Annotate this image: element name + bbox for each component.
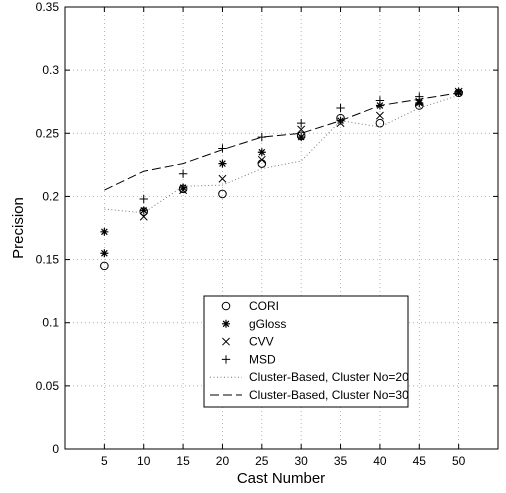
legend-marker: [222, 337, 230, 346]
data-point: [454, 87, 463, 96]
series-cluster-based-cluster-no-20: [104, 94, 459, 214]
data-point: [218, 174, 227, 183]
legend-marker: [221, 355, 231, 364]
legend-label: MSD: [249, 352, 276, 366]
data-point: [139, 212, 148, 221]
data-point: [336, 119, 345, 128]
data-point: [139, 194, 148, 204]
data-point: [100, 249, 109, 258]
series-msd: [139, 87, 463, 204]
data-point: [100, 227, 109, 236]
data-point: [375, 96, 385, 105]
x-axis-label: Cast Number: [237, 470, 325, 487]
series-cluster-based-cluster-no-30: [104, 92, 459, 191]
legend-label: CVV: [249, 335, 274, 349]
data-point: [257, 155, 266, 164]
ticks-layer: 5 10 15 20 25 30 35 40 45 50 0 0.05 0.1 0.15 0.2 0.25 0.…: [36, 0, 498, 468]
x-tick-label: 10: [137, 454, 151, 468]
x-tick-label: 20: [216, 454, 230, 468]
x-tick-label: 45: [413, 454, 427, 468]
legend-item: CVV: [222, 335, 274, 349]
data-point: [100, 261, 109, 271]
data-point: [297, 125, 306, 134]
x-tick-label: 50: [452, 454, 466, 468]
y-axis-label: Precision: [10, 197, 27, 259]
y-tick-label: 0.2: [42, 189, 59, 203]
y-tick-label: 0.25: [36, 126, 60, 140]
legend-item: Cluster-Based, Cluster No=30: [210, 388, 409, 402]
legend-box: [203, 295, 409, 408]
legend: CORI gGloss CVV MSD Cluster-Based, Cluster N…: [203, 295, 409, 408]
x-tick-label: 15: [176, 454, 190, 468]
series-line: [104, 94, 459, 214]
legend-label: gGloss: [249, 317, 286, 331]
y-tick-label: 0.3: [42, 63, 59, 77]
y-tick-label: 0.15: [36, 253, 60, 267]
x-tick-label: 30: [295, 454, 309, 468]
plot-frame: [64, 6, 499, 450]
legend-label: Cluster-Based, Cluster No=30: [249, 388, 409, 402]
data-point: [218, 189, 227, 199]
data-point: [218, 144, 227, 153]
legend-label: CORI: [249, 299, 279, 313]
x-tick-label: 25: [255, 454, 269, 468]
y-tick-label: 0: [52, 442, 59, 456]
data-point: [257, 148, 266, 157]
series-layer: [100, 87, 463, 271]
data-point: [218, 159, 227, 168]
data-point: [415, 98, 424, 107]
y-tick-label: 0.05: [36, 379, 60, 393]
data-point: [336, 103, 345, 113]
x-tick-label: 35: [334, 454, 348, 468]
legend-item: gGloss: [222, 317, 286, 331]
y-tick-label: 0.35: [36, 0, 60, 14]
legend-marker: [222, 319, 230, 328]
x-tick-label: 5: [101, 454, 108, 468]
series-ggloss: [100, 88, 463, 236]
legend-item: MSD: [221, 352, 276, 366]
legend-label: Cluster-Based, Cluster No=20: [249, 370, 409, 384]
data-point: [375, 111, 384, 120]
x-tick-label: 40: [373, 454, 387, 468]
data-point: [297, 133, 306, 142]
series-cori: [100, 88, 463, 271]
series-line: [104, 92, 459, 191]
y-tick-label: 0.1: [42, 316, 59, 330]
data-point: [139, 206, 148, 215]
legend-item: Cluster-Based, Cluster No=20: [210, 370, 409, 384]
legend-item: CORI: [221, 299, 279, 313]
data-point: [296, 118, 306, 128]
series-ggloss: [100, 249, 109, 258]
data-point: [178, 169, 188, 178]
data-point: [179, 183, 188, 192]
legend-marker: [221, 301, 231, 311]
